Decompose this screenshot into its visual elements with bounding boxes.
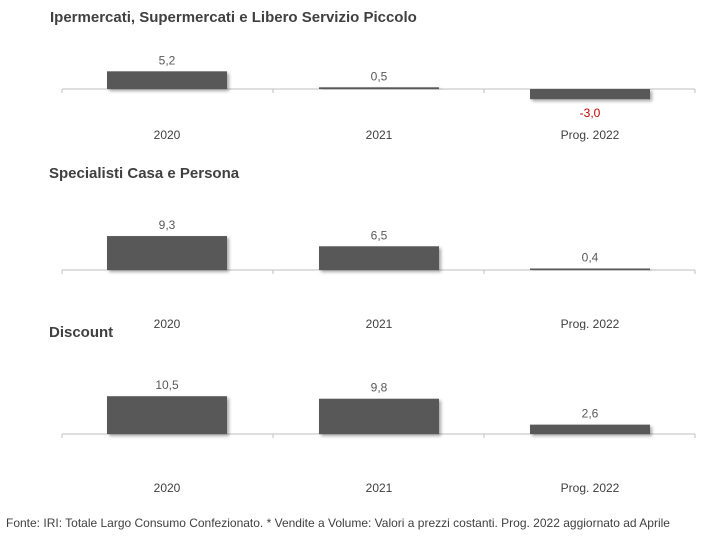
value-label-ipermercati-2: -3,0 — [580, 106, 601, 120]
category-label-specialisti-0: 2020 — [154, 317, 181, 330]
bar-specialisti-1 — [319, 246, 439, 270]
value-label-specialisti-1: 6,5 — [371, 228, 388, 242]
chart-title-ipermercati: Ipermercati, Supermercati e Libero Servi… — [50, 9, 417, 26]
chart-title-specialisti: Specialisti Casa e Persona — [49, 165, 240, 182]
bar-ipermercati-0 — [107, 71, 227, 89]
bar-ipermercati-2 — [530, 89, 650, 100]
category-label-ipermercati-0: 2020 — [154, 128, 181, 142]
chart-specialisti: 9,3 2020 6,5 2021 0,4 Prog. 2022 — [61, 218, 696, 330]
bar-specialisti-0 — [107, 236, 227, 270]
value-label-specialisti-2: 0,4 — [582, 251, 599, 265]
category-label-ipermercati-1: 2021 — [366, 128, 393, 142]
chart-discount: 10,5 2020 9,8 2021 2,6 Prog. 2022 — [61, 378, 696, 495]
chart-ipermercati: 5,2 2020 0,5 2021 -3,0 Prog. 2022 — [61, 53, 696, 142]
category-label-specialisti-2: Prog. 2022 — [561, 317, 620, 330]
value-label-discount-1: 9,8 — [371, 381, 388, 395]
bar-specialisti-2 — [530, 268, 650, 270]
value-label-discount-0: 10,5 — [155, 378, 179, 392]
value-label-ipermercati-0: 5,2 — [159, 53, 176, 67]
category-label-specialisti-1: 2021 — [366, 317, 393, 330]
bar-discount-2 — [530, 424, 650, 434]
category-label-discount-0: 2020 — [154, 481, 181, 495]
category-label-discount-2: Prog. 2022 — [561, 481, 620, 495]
bar-discount-0 — [107, 396, 227, 434]
value-label-discount-2: 2,6 — [582, 407, 599, 421]
source-footnote: Fonte: IRI: Totale Largo Consumo Confezi… — [6, 516, 670, 530]
chart-title-discount: Discount — [49, 324, 114, 341]
category-label-discount-1: 2021 — [366, 481, 393, 495]
value-label-ipermercati-1: 0,5 — [371, 69, 388, 83]
bar-discount-1 — [319, 398, 439, 434]
bar-ipermercati-1 — [319, 87, 439, 89]
value-label-specialisti-0: 9,3 — [159, 218, 176, 232]
category-label-ipermercati-2: Prog. 2022 — [561, 128, 620, 142]
